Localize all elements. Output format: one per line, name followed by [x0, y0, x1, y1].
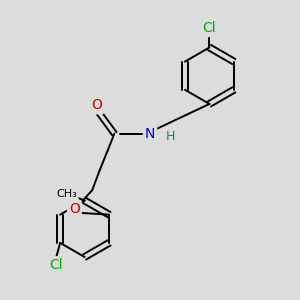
Text: H: H — [166, 130, 176, 143]
Text: O: O — [69, 202, 80, 216]
Text: O: O — [91, 98, 102, 112]
Text: N: N — [145, 127, 155, 141]
Text: CH₃: CH₃ — [56, 189, 77, 199]
Text: Cl: Cl — [202, 21, 216, 35]
Text: Cl: Cl — [49, 258, 62, 272]
